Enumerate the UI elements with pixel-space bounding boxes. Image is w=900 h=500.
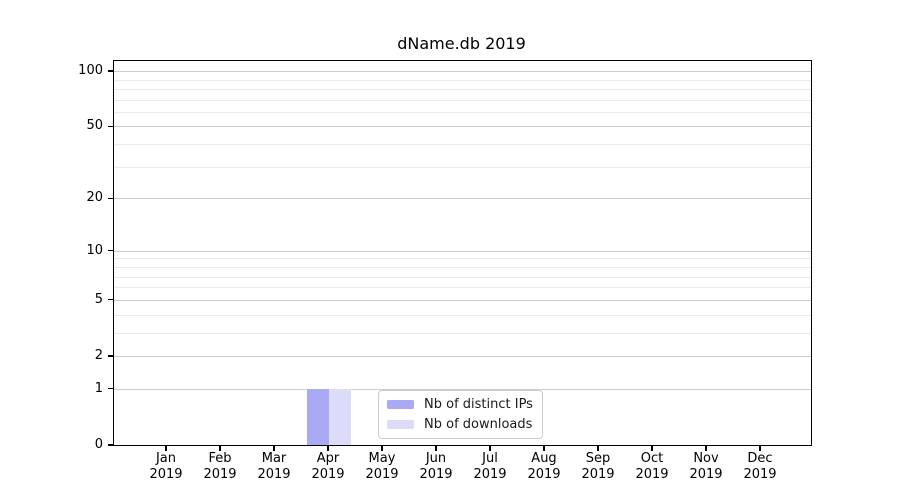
x-tick xyxy=(489,445,491,451)
gridline-major xyxy=(114,299,811,301)
x-tick xyxy=(219,445,221,451)
legend-swatch xyxy=(387,420,414,429)
x-tick xyxy=(273,445,275,451)
x-tick-month: Apr xyxy=(316,451,340,466)
x-tick-label: Aug 2019 xyxy=(517,451,571,483)
gridline-minor xyxy=(114,287,811,289)
x-tick-label: Dec 2019 xyxy=(733,451,787,483)
x-tick-month: Oct xyxy=(640,451,664,466)
legend-row: Nb of distinct IPs xyxy=(387,396,533,413)
x-tick-year: 2019 xyxy=(419,467,453,482)
x-tick-year: 2019 xyxy=(257,467,291,482)
x-tick-month: Jul xyxy=(482,451,498,466)
gridline-minor xyxy=(114,267,811,268)
gridline-major xyxy=(114,71,811,72)
x-tick-year: 2019 xyxy=(203,467,237,482)
x-tick-year: 2019 xyxy=(311,467,345,482)
x-tick-month: Feb xyxy=(208,451,232,466)
x-tick-year: 2019 xyxy=(635,467,669,482)
bar xyxy=(307,388,329,445)
x-tick-label: Jan 2019 xyxy=(139,451,193,483)
gridline-minor xyxy=(114,276,811,278)
x-tick xyxy=(435,445,437,451)
x-tick xyxy=(543,445,545,451)
x-tick-year: 2019 xyxy=(527,467,561,482)
x-tick-label: Apr 2019 xyxy=(301,451,355,483)
x-tick-label: Mar 2019 xyxy=(247,451,301,483)
x-tick-year: 2019 xyxy=(581,467,615,482)
legend-label: Nb of downloads xyxy=(424,417,533,432)
x-tick-month: Dec xyxy=(747,451,773,466)
y-tick xyxy=(108,125,113,128)
legend-row: Nb of downloads xyxy=(387,416,533,433)
gridline-major xyxy=(114,250,811,252)
y-tick-label: 50 xyxy=(86,118,103,134)
x-tick xyxy=(705,445,707,451)
x-tick-label: May 2019 xyxy=(355,451,409,483)
x-tick-month: Jan xyxy=(155,451,177,466)
x-tick-label: Sep 2019 xyxy=(571,451,625,483)
gridline-minor xyxy=(114,166,811,168)
gridline-major xyxy=(114,126,811,128)
gridline-minor xyxy=(114,314,811,316)
y-tick-label: 1 xyxy=(94,380,103,396)
x-tick-year: 2019 xyxy=(689,467,723,482)
x-tick xyxy=(327,445,329,451)
x-tick-year: 2019 xyxy=(365,467,399,482)
x-tick-year: 2019 xyxy=(473,467,507,482)
x-tick-month: Aug xyxy=(531,451,557,466)
bar xyxy=(329,388,351,445)
legend-label: Nb of distinct IPs xyxy=(424,397,533,412)
x-tick-month: Nov xyxy=(693,451,719,466)
x-tick-month: Jun xyxy=(425,451,447,466)
gridline-minor xyxy=(114,258,811,260)
x-tick xyxy=(651,445,653,451)
plot-area xyxy=(113,60,812,446)
x-tick-label: Nov 2019 xyxy=(679,451,733,483)
y-tick-label: 20 xyxy=(86,190,103,206)
x-tick-month: Mar xyxy=(261,451,287,466)
x-tick-month: May xyxy=(368,451,396,466)
y-tick xyxy=(108,70,113,72)
y-tick xyxy=(108,444,113,446)
legend: Nb of distinct IPs Nb of downloads xyxy=(378,390,543,439)
gridline-minor xyxy=(114,144,811,146)
y-tick-label: 10 xyxy=(86,242,103,258)
x-tick xyxy=(759,445,761,451)
x-tick xyxy=(597,445,599,451)
gridline-minor xyxy=(114,99,811,101)
x-tick-label: Jun 2019 xyxy=(409,451,463,483)
x-tick-month: Sep xyxy=(585,451,611,466)
x-tick-year: 2019 xyxy=(743,467,777,482)
y-tick-label: 5 xyxy=(94,291,103,307)
x-tick xyxy=(165,445,167,451)
y-tick-label: 0 xyxy=(94,437,103,452)
x-tick-label: Feb 2019 xyxy=(193,451,247,483)
y-tick xyxy=(108,299,113,301)
x-tick-year: 2019 xyxy=(149,467,183,482)
gridline-major xyxy=(114,198,811,200)
y-tick xyxy=(108,250,113,252)
chart-title: dName.db 2019 xyxy=(397,34,526,53)
gridline-minor xyxy=(114,79,811,81)
y-tick xyxy=(108,197,113,199)
x-tick-label: Jul 2019 xyxy=(463,451,517,483)
gridline-major xyxy=(114,356,811,357)
x-tick-label: Oct 2019 xyxy=(625,451,679,483)
gridline-minor xyxy=(114,88,811,90)
legend-swatch xyxy=(387,400,414,409)
x-tick xyxy=(381,445,383,451)
gridline-minor xyxy=(114,111,811,113)
y-tick-label: 100 xyxy=(78,63,103,78)
y-tick xyxy=(108,355,113,357)
gridline-major xyxy=(114,388,811,390)
y-tick-label: 2 xyxy=(94,348,103,363)
gridline-minor xyxy=(114,332,811,334)
y-tick xyxy=(108,388,113,390)
